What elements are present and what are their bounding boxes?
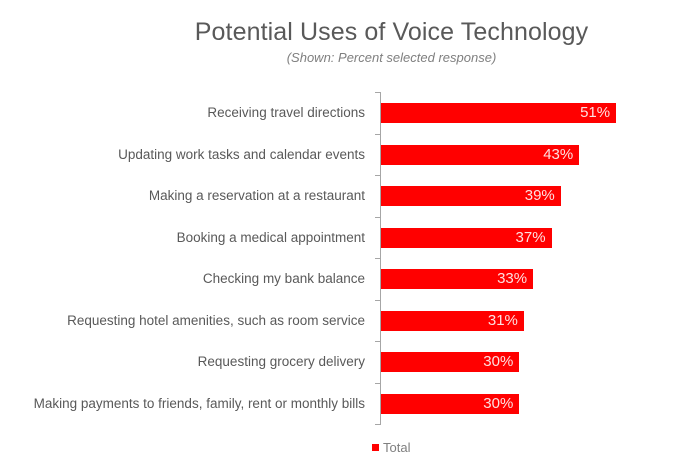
bar: 31% <box>381 311 524 331</box>
bar-row: Booking a medical appointment 37% <box>0 228 691 248</box>
value-label: 30% <box>483 395 514 412</box>
bar: 37% <box>381 228 552 248</box>
axis-tick <box>375 258 380 259</box>
value-label: 51% <box>580 104 611 121</box>
bar: 51% <box>381 103 617 123</box>
category-axis <box>380 92 381 425</box>
bar-row: Requesting grocery delivery 30% <box>0 352 691 372</box>
axis-tick <box>375 383 380 384</box>
value-label: 33% <box>497 270 528 287</box>
chart-subtitle: (Shown: Percent selected response) <box>286 50 497 65</box>
bar: 39% <box>381 186 561 206</box>
chart-title: Potential Uses of Voice Technology <box>194 18 589 46</box>
value-label: 37% <box>515 229 546 246</box>
axis-tick <box>375 217 380 218</box>
bar-row: Requesting hotel amenities, such as room… <box>0 311 691 331</box>
bar-row: Checking my bank balance 33% <box>0 269 691 289</box>
axis-tick <box>375 300 380 301</box>
bar: 30% <box>381 394 520 414</box>
category-label: Updating work tasks and calendar events <box>118 147 365 162</box>
legend-swatch-icon <box>372 444 379 451</box>
value-label: 43% <box>543 146 574 163</box>
axis-tick <box>375 175 380 176</box>
category-label: Requesting hotel amenities, such as room… <box>67 313 365 328</box>
axis-tick <box>375 341 380 342</box>
bar-row: Receiving travel directions 51% <box>0 103 691 123</box>
category-label: Making a reservation at a restaurant <box>148 188 365 203</box>
axis-tick <box>375 424 380 425</box>
axis-tick <box>375 134 380 135</box>
axis-tick <box>375 92 380 93</box>
bar: 33% <box>381 269 534 289</box>
value-label: 30% <box>483 353 514 370</box>
category-label: Checking my bank balance <box>202 271 365 286</box>
bar-row: Making a reservation at a restaurant 39% <box>0 186 691 206</box>
legend-label: Total <box>383 440 411 455</box>
category-label: Receiving travel directions <box>207 105 365 120</box>
bar: 30% <box>381 352 520 372</box>
category-label: Booking a medical appointment <box>176 230 365 245</box>
value-label: 39% <box>524 187 555 204</box>
bar-row: Updating work tasks and calendar events … <box>0 145 691 165</box>
legend: Total <box>372 440 410 455</box>
category-label: Requesting grocery delivery <box>197 354 365 369</box>
category-label: Making payments to friends, family, rent… <box>33 396 365 411</box>
bar: 43% <box>381 145 580 165</box>
bar-row: Making payments to friends, family, rent… <box>0 394 691 414</box>
value-label: 31% <box>487 312 518 329</box>
